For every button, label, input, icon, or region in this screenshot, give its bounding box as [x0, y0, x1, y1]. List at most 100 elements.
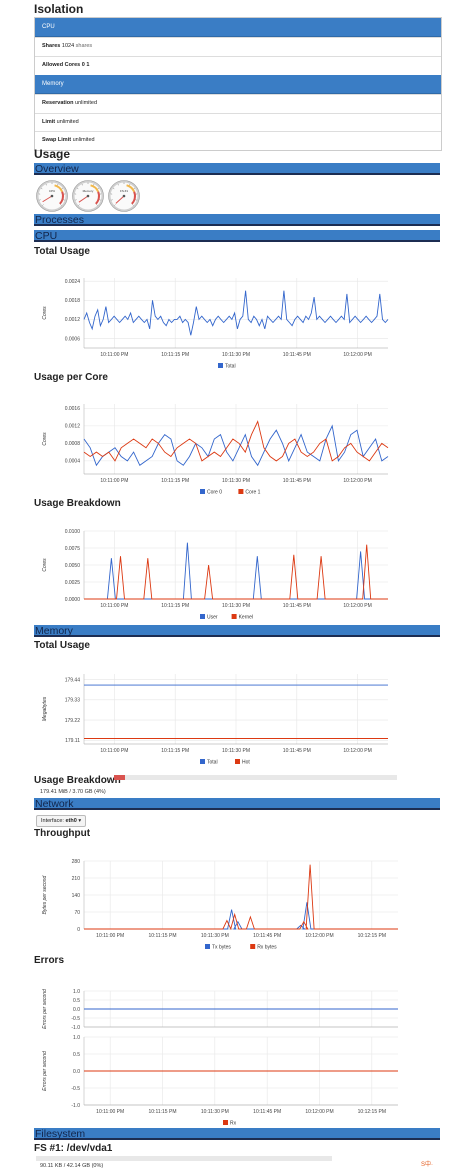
y-axis-label: Errors per second: [42, 989, 48, 1029]
x-tick-label: 10:11:45 PM: [283, 748, 311, 754]
interface-dropdown[interactable]: Interface: eth0 ▾: [36, 815, 87, 827]
x-tick-label: 10:12:15 PM: [358, 1109, 386, 1115]
y-tick-label: 179.11: [65, 738, 80, 744]
legend-label: User: [207, 614, 218, 620]
y-axis-label: Cores: [42, 558, 48, 572]
fs-usage-text: 90.11 KB / 42.14 GB (0%): [40, 1163, 104, 1169]
processes-bar[interactable]: Processes: [34, 214, 440, 226]
x-tick-label: 10:11:30 PM: [222, 478, 250, 484]
legend-label: Core 1: [245, 489, 260, 495]
limit-label: Limit: [42, 118, 56, 125]
gauge-label: CPU: [49, 189, 55, 193]
legend-label: Kernel: [239, 614, 253, 620]
legend-label: Rx bytes: [257, 944, 277, 950]
x-tick-label: 10:11:30 PM: [222, 352, 250, 358]
legend-swatch: [250, 944, 256, 949]
gauge-tick: [61, 187, 64, 190]
x-tick-label: 10:11:15 PM: [149, 933, 177, 939]
memory-total-chart: 179.44 179.33 179.22 179.11 10:11:00 PM 10:11…: [42, 674, 388, 765]
x-tick-label: 10:12:00 PM: [343, 748, 371, 754]
gauge-tick: [129, 183, 131, 186]
gauge-label: Memory: [83, 189, 94, 193]
legend-swatch: [235, 759, 240, 764]
shares-value: 1024: [61, 43, 75, 49]
y-axis-label: Errors per second: [42, 1051, 48, 1091]
y-tick-label: 0.0050: [65, 563, 81, 569]
filesystem-bar: Filesystem: [34, 1128, 440, 1140]
gauge-tick: [93, 183, 95, 186]
y-tick-label: 0.0012: [65, 424, 81, 430]
errors-tx-chart: 1.0 0.5 0.0 -0.5 -1.0 Errors per second: [42, 989, 398, 1031]
legend-label: Total: [207, 759, 218, 765]
series-line: [83, 420, 389, 462]
legend-label: Core 0: [207, 489, 222, 495]
gauge-tick: [40, 187, 43, 190]
interface-value: eth0: [65, 818, 77, 824]
y-tick-label: 179.44: [65, 677, 81, 683]
gauge-hub: [122, 194, 126, 198]
gauge-tick: [57, 183, 59, 186]
swap-limit-label: Swap Limit: [42, 137, 72, 143]
legend-swatch: [231, 614, 237, 619]
y-tick-label: 0.5: [73, 998, 80, 1004]
gauge-band: [59, 191, 64, 205]
legend-label: Tx bytes: [212, 944, 231, 950]
filesystem-gauge: FS #1: [108, 180, 140, 212]
swap-limit-row: Swap Limit unlimited: [35, 131, 441, 150]
fs-usage-bar: [36, 1156, 332, 1161]
y-axis-label: Bytes per second: [42, 875, 48, 914]
x-tick-label: 10:11:00 PM: [100, 603, 128, 609]
swap-limit-value: unlimited: [72, 137, 95, 143]
y-tick-label: 0.0025: [65, 580, 81, 586]
cpu-gauge: CPU: [36, 180, 68, 212]
x-tick-label: 10:11:45 PM: [283, 352, 311, 358]
y-tick-label: 0.0: [73, 1069, 80, 1075]
gauge-tick: [81, 183, 83, 186]
usage-title: Usage: [34, 147, 71, 161]
legend-swatch: [218, 363, 223, 368]
y-tick-label: 179.33: [65, 698, 81, 704]
y-tick-label: 0: [77, 927, 80, 933]
y-tick-label: 0.0: [73, 1007, 80, 1013]
gauge-band: [126, 184, 136, 193]
throughput-chart: 280 210 140 70 0 10:11:00 PM 10:11:15 PM 10:11:…: [42, 859, 398, 950]
series-line: [84, 544, 388, 600]
y-tick-label: 1.0: [73, 1035, 80, 1041]
x-tick-label: 10:12:15 PM: [358, 933, 386, 939]
y-tick-label: 0.5: [73, 1052, 80, 1058]
gauge-tick: [78, 204, 80, 206]
x-tick-label: 10:11:45 PM: [283, 603, 311, 609]
gauge-tick: [114, 204, 116, 206]
series-line: [83, 290, 389, 336]
cpu-total-chart: 0.0024 0.0018 0.0012 0.0006 10:11:00 PM 10:11…: [42, 278, 389, 369]
x-tick-label: 10:11:00 PM: [100, 352, 128, 358]
gauge-hub: [50, 194, 54, 198]
cpu-isolation-header: CPU: [35, 18, 441, 37]
cpu-breakdown-title: Usage Breakdown: [34, 498, 121, 509]
chevron-down-icon: ▾: [78, 818, 82, 824]
x-tick-label: 10:12:00 PM: [343, 478, 371, 484]
y-axis-label: Cores: [42, 432, 48, 446]
x-tick-label: 10:11:30 PM: [201, 1109, 229, 1115]
throughput-title: Throughput: [34, 828, 91, 839]
x-tick-label: 10:12:00 PM: [305, 933, 333, 939]
x-tick-label: 10:11:45 PM: [283, 478, 311, 484]
gauge-label: FS #1: [120, 189, 128, 193]
legend-swatch: [200, 489, 205, 494]
overview-bar: Overview: [34, 163, 440, 175]
gauge-hub: [86, 194, 90, 198]
x-tick-label: 10:11:00 PM: [96, 933, 124, 939]
allowed-cores-row: Allowed Cores 0 1: [35, 55, 441, 75]
x-tick-label: 10:12:00 PM: [343, 352, 371, 358]
gauge-tick: [117, 183, 119, 186]
x-tick-label: 10:11:15 PM: [161, 478, 189, 484]
y-tick-label: 0.0018: [65, 298, 81, 304]
x-tick-label: 10:11:30 PM: [201, 933, 229, 939]
y-tick-label: 0.0100: [65, 529, 81, 535]
reservation-row: Reservation unlimited: [35, 94, 441, 113]
gauge-tick: [112, 187, 115, 190]
legend-swatch: [205, 944, 210, 949]
y-tick-label: 140: [72, 893, 81, 899]
interface-label: Interface:: [41, 818, 64, 824]
ime-logo[interactable]: S中·: [421, 1162, 434, 1168]
